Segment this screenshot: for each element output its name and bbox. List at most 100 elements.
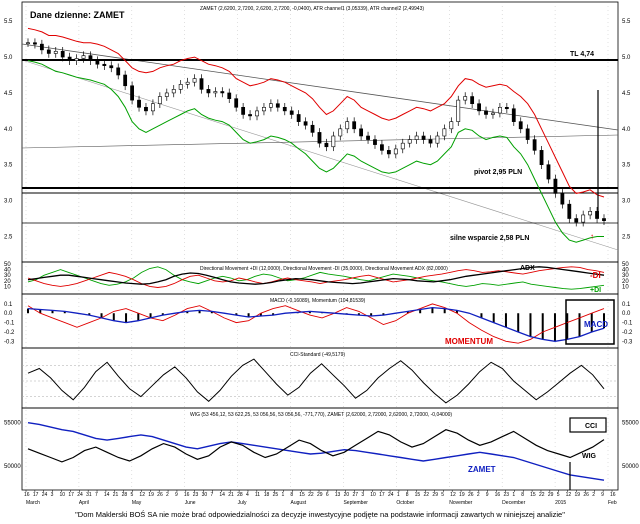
candle-body <box>317 132 322 144</box>
candle-body <box>498 106 502 114</box>
candle-body <box>137 99 141 108</box>
x-day-label: 17 <box>68 492 74 498</box>
dmi-tick-right: 10 <box>622 284 629 290</box>
x-day-label: 28 <box>122 492 128 498</box>
price-tick-left: 3.0 <box>4 199 13 205</box>
dmi-tick-right: 50 <box>622 262 629 268</box>
candle-body <box>400 142 405 150</box>
x-day-label: 5 <box>131 492 134 498</box>
candle-body <box>185 81 190 85</box>
wig-tick-left: 50000 <box>4 464 21 470</box>
x-day-label: 3 <box>361 492 364 498</box>
candle-body <box>428 139 433 144</box>
x-month-label: August <box>291 500 307 506</box>
candle-body <box>560 193 565 205</box>
candle-body <box>220 91 225 94</box>
candle-body <box>310 124 315 133</box>
candle-body <box>234 98 239 108</box>
candle-body <box>178 84 183 90</box>
x-day-label: 16 <box>495 492 501 498</box>
candle-body <box>102 63 107 66</box>
candle-body <box>268 103 273 108</box>
x-day-label: 26 <box>468 492 474 498</box>
annotation-pivot: pivot 2,95 PLN <box>474 169 522 176</box>
candle-body <box>81 55 86 59</box>
wig-line <box>27 429 605 463</box>
x-day-label: 17 <box>33 492 39 498</box>
x-day-label: 19 <box>148 492 154 498</box>
price-y-ticks: 2.5 2.5 3.0 3.0 3.5 3.5 4.0 4.0 4.5 4.5 5.0 5.0 5.5 5… <box>4 19 631 240</box>
candle-body <box>442 128 447 137</box>
x-day-label: 9 <box>175 492 178 498</box>
candle-body <box>255 110 259 117</box>
x-day-label: 29 <box>432 492 438 498</box>
x-day-label: 11 <box>255 492 260 498</box>
x-day-label: 23 <box>193 492 199 498</box>
x-day-label: 15 <box>415 492 421 498</box>
minus-di-line <box>27 266 605 288</box>
x-day-label: 15 <box>299 492 305 498</box>
candle-body <box>407 139 412 144</box>
x-day-label: 3 <box>51 492 54 498</box>
x-day-label: 6 <box>326 492 329 498</box>
macd-tick-right: 0.1 <box>622 302 631 308</box>
macd-tick-right: -0.1 <box>622 321 633 327</box>
price-candles <box>26 38 606 227</box>
macd-highlight-box <box>565 299 615 345</box>
x-day-label: 8 <box>290 492 293 498</box>
x-day-label: 29 <box>317 492 323 498</box>
candle-body <box>484 110 488 115</box>
dmi-tick-left: 30 <box>4 273 11 279</box>
candle-body <box>39 43 44 51</box>
macd-tick-left: -0.1 <box>4 321 15 327</box>
annotation-momentum: MOMENTUM <box>445 337 493 346</box>
cci-highlight-box <box>569 417 607 433</box>
candle-body <box>241 106 246 115</box>
annotation-wig: WIG <box>582 453 597 460</box>
x-day-label: 25 <box>273 492 279 498</box>
x-day-label: 30 <box>202 492 208 498</box>
x-month-label: September <box>343 500 368 506</box>
macd-tick-left: 0.1 <box>4 302 13 308</box>
atr-channel-2 <box>27 60 604 243</box>
candle-body <box>123 74 128 87</box>
candle-body <box>324 142 329 148</box>
candle-body <box>248 114 252 117</box>
x-month-label: March <box>26 500 40 506</box>
zamet-line <box>27 422 605 481</box>
x-day-label: 5 <box>441 492 444 498</box>
x-day-label: 12 <box>450 492 456 498</box>
x-day-label: 16 <box>184 492 190 498</box>
candle-body <box>525 128 530 140</box>
macd-tick-right: -0.3 <box>622 339 633 345</box>
x-day-label: 19 <box>574 492 580 498</box>
candle-body <box>477 103 481 112</box>
x-day-label: 10 <box>60 492 66 498</box>
candle-body <box>303 121 308 126</box>
momentum-line <box>27 303 605 344</box>
candle-body <box>414 135 419 140</box>
candle-body <box>359 128 364 137</box>
price-tick-left: 3.5 <box>4 163 13 169</box>
x-day-label: 24 <box>77 492 83 498</box>
candle-body <box>275 103 280 108</box>
annotation-tl: TL 4,74 <box>570 51 594 58</box>
annotation-cci: CCI <box>585 423 597 430</box>
disclaimer-footer: "Dom Maklerski BOŚ SA nie może brać odpo… <box>75 510 565 519</box>
macd-tick-right: 0.0 <box>622 311 631 317</box>
dmi-tick-left: 40 <box>4 268 11 274</box>
candle-body <box>386 150 391 155</box>
x-day-label: 12 <box>566 492 572 498</box>
x-day-label: 23 <box>503 492 509 498</box>
x-day-label: 5 <box>557 492 560 498</box>
dmi-tick-right: 40 <box>622 268 629 274</box>
x-day-label: 27 <box>353 492 359 498</box>
x-day-label: 26 <box>583 492 589 498</box>
candle-body <box>595 211 599 219</box>
x-day-label: 8 <box>521 492 524 498</box>
candle-body <box>539 150 544 166</box>
x-month-label: 2015 <box>555 500 566 506</box>
annotation-macd: MACD <box>584 320 608 329</box>
candle-body <box>109 65 114 69</box>
